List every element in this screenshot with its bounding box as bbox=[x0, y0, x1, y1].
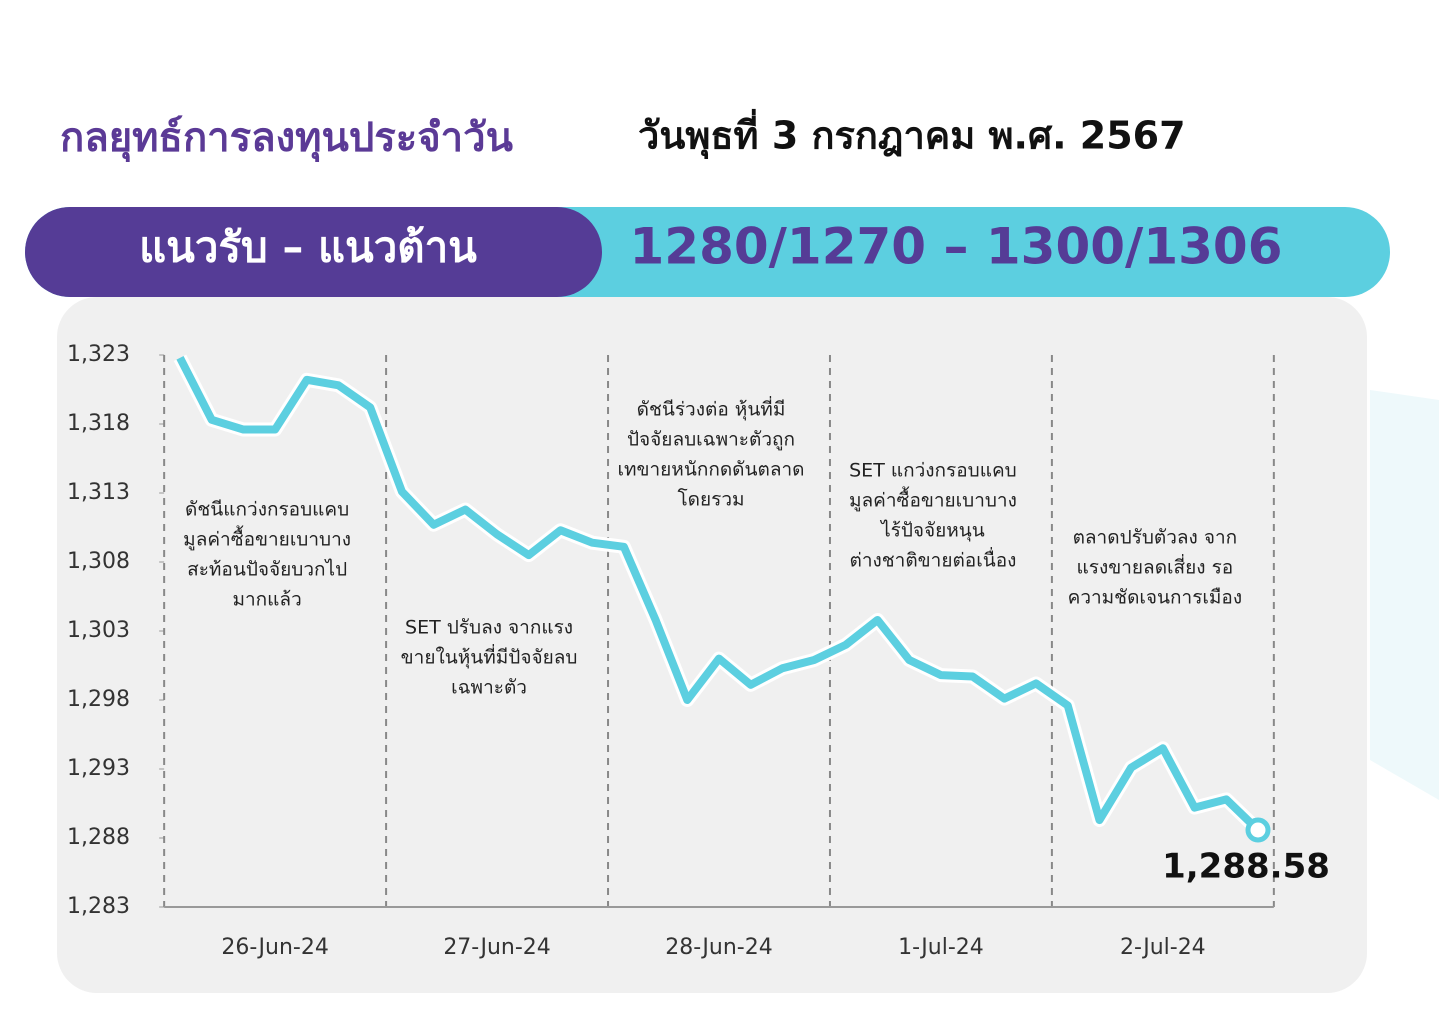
y-tick-label: 1,298 bbox=[67, 687, 130, 712]
x-tick-label: 1-Jul-24 bbox=[898, 935, 984, 960]
end-marker bbox=[1245, 817, 1271, 843]
value-label: 1,288.58 bbox=[1162, 846, 1330, 886]
x-tick-label: 2-Jul-24 bbox=[1120, 935, 1206, 960]
x-tick-label: 26-Jun-24 bbox=[221, 935, 328, 960]
annotation: ดัชนีร่วงต่อ หุ้นที่มี bbox=[637, 396, 786, 422]
annotation: SET ปรับลง จากแรง bbox=[405, 617, 573, 639]
x-tick-label: 27-Jun-24 bbox=[443, 935, 550, 960]
annotation: เทขายหนักกดดันตลาด bbox=[618, 459, 805, 481]
annotation: ตลาดปรับตัวลง จาก bbox=[1073, 527, 1238, 549]
annotation: ต่างชาติขายต่อเนื่อง bbox=[849, 547, 1016, 572]
annotation: ขายในหุ้นที่มีปัจจัยลบ bbox=[401, 644, 578, 670]
line bbox=[176, 355, 1261, 833]
y-tick-label: 1,293 bbox=[67, 756, 130, 781]
decor bbox=[1370, 390, 1439, 800]
annotation: สะท้อนปัจจัยบวกไป bbox=[187, 559, 347, 581]
plot: 1,283 1,288 1,293 1,298 1,303 1,308 1,313 1,318… bbox=[67, 342, 1330, 960]
y-tick-label: 1,318 bbox=[67, 411, 130, 436]
annotation: SET แกว่งกรอบแคบ bbox=[849, 460, 1017, 482]
x-tick-label: 28-Jun-24 bbox=[665, 935, 772, 960]
y-tick-label: 1,303 bbox=[67, 618, 130, 643]
banner-label-pill bbox=[25, 207, 602, 297]
chart-panel bbox=[57, 297, 1367, 993]
page-date: วันพุธที่ 3 กรกฎาคม พ.ศ. 2567 bbox=[638, 109, 1186, 160]
y-tick-label: 1,323 bbox=[67, 342, 130, 367]
annotation: ปัจจัยลบเฉพาะตัวถูก bbox=[627, 429, 795, 451]
annotation: เฉพาะตัว bbox=[451, 677, 527, 699]
banner-range: 1280/1270 – 1300/1306 bbox=[630, 218, 1283, 276]
annotation: แรงขายลดเสี่ยง รอ bbox=[1077, 554, 1234, 579]
banner-label: แนวรับ – แนวต้าน bbox=[139, 223, 477, 272]
annotation: มูลค่าซื้อขายเบาบาง bbox=[183, 526, 351, 551]
page-title: กลยุทธ์การลงทุนประจำวัน bbox=[60, 115, 513, 163]
y-tick-label: 1,313 bbox=[67, 480, 130, 505]
annotation: มากแล้ว bbox=[232, 589, 301, 611]
annotation: ไร้ปัจจัยหนุน bbox=[879, 520, 985, 543]
annotation: มูลค่าซื้อขายเบาบาง bbox=[849, 487, 1017, 512]
annotation: โดยรวม bbox=[677, 488, 744, 511]
annotation: ความชัดเจนการเมือง bbox=[1068, 587, 1243, 609]
y-tick-label: 1,308 bbox=[67, 549, 130, 574]
y-tick-label: 1,288 bbox=[67, 825, 130, 850]
annotation: ดัชนีแกว่งกรอบแคบ bbox=[185, 499, 349, 521]
y-tick-label: 1,283 bbox=[67, 894, 130, 919]
